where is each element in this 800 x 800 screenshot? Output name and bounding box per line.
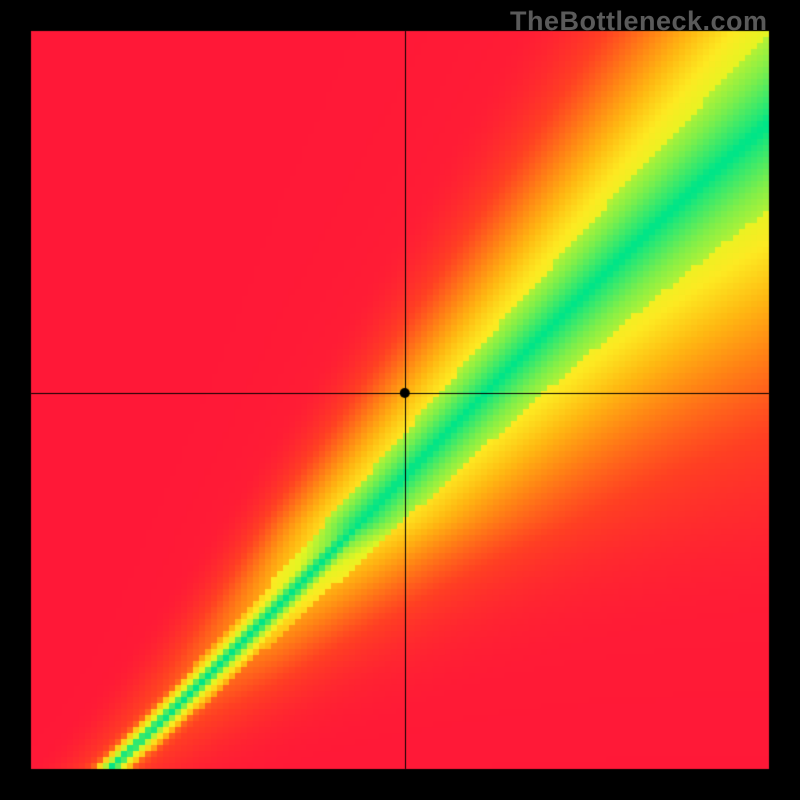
watermark-text: TheBottleneck.com [510,6,768,37]
chart-container: { "type": "heatmap", "canvas": { "width"… [0,0,800,800]
crosshair-overlay [0,0,800,800]
